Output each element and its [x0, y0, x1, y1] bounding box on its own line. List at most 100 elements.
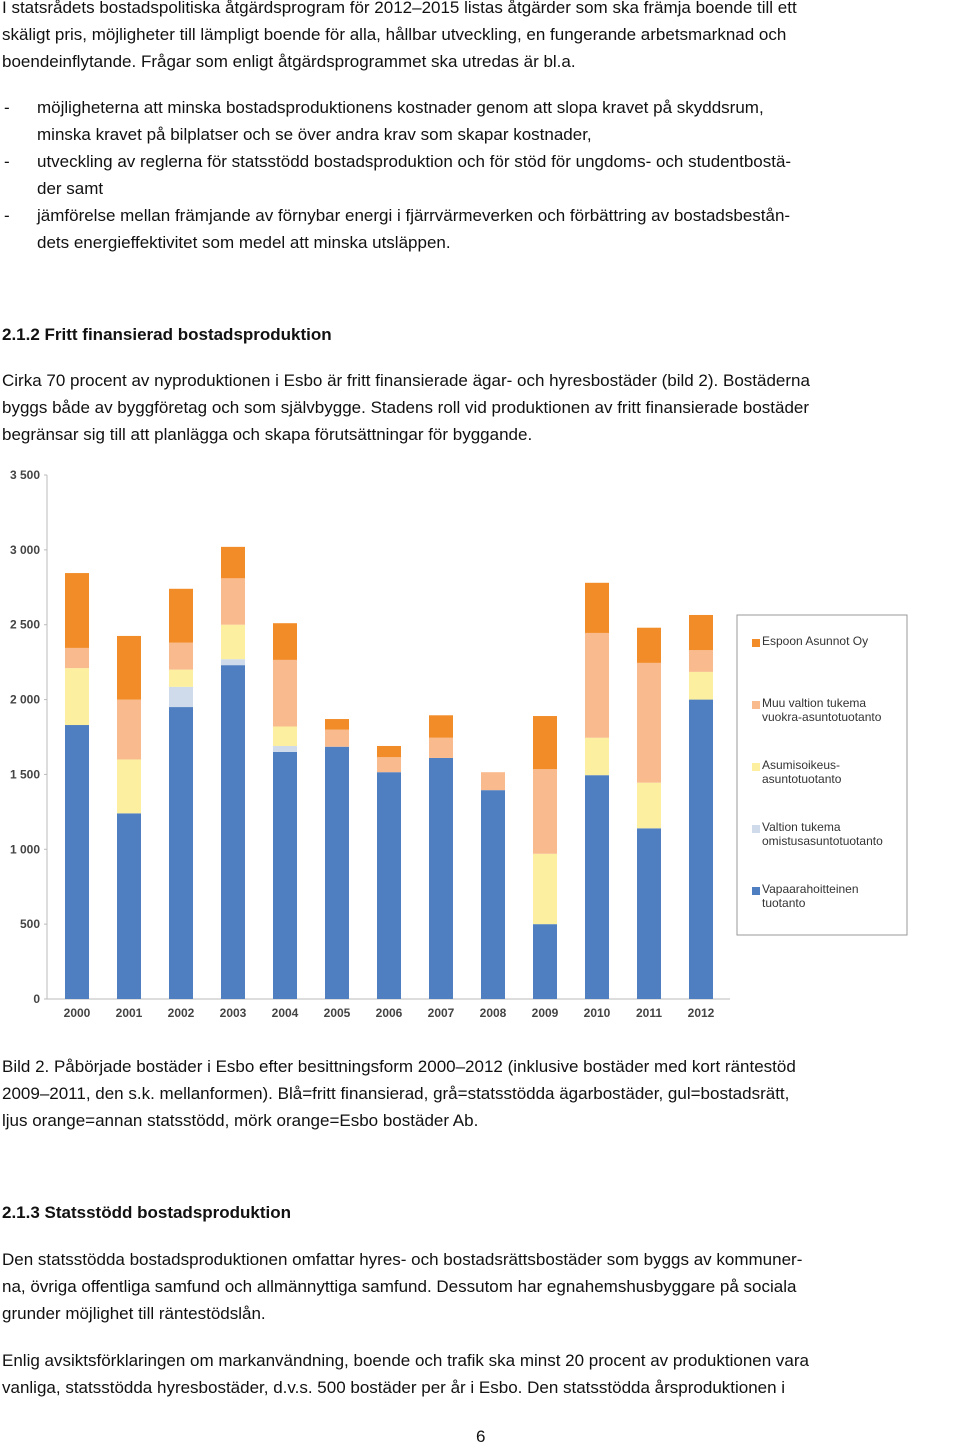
bullet-marker: -: [4, 98, 10, 117]
bar-segment: [65, 725, 89, 999]
bar-segment: [481, 772, 505, 791]
bar-segment: [533, 769, 557, 854]
bar-segment: [273, 751, 297, 999]
bar-segment: [585, 632, 609, 738]
bar-segment: [637, 828, 661, 999]
text-line: na, övriga offentliga samfund och allmän…: [2, 1277, 797, 1296]
x-tick-label: 2005: [324, 1006, 351, 1020]
legend-label-box: Espoon Asunnot Oy: [762, 634, 869, 648]
bar-segment: [169, 669, 193, 687]
bar-segment: [169, 686, 193, 708]
bar-segment: [273, 659, 297, 727]
bar-segment: [533, 716, 557, 770]
text-line: Enlig avsiktsförklaringen om markanvändn…: [2, 1351, 809, 1370]
text-line: boendeinflytande. Frågar som enligt åtgä…: [2, 52, 576, 71]
bar-segment: [585, 775, 609, 999]
bar-segment: [637, 782, 661, 829]
x-tick-label: 2009: [532, 1006, 559, 1020]
bar-segment: [481, 790, 505, 999]
bar-segment: [689, 671, 713, 700]
legend-label-box: Valtion tukema omistusasuntotuotanto: [762, 820, 883, 848]
bar-segment: [221, 624, 245, 660]
bar-segment: [377, 772, 401, 999]
x-tick-label: 2004: [272, 1006, 299, 1020]
bar-segment: [429, 757, 453, 999]
text-line: skäligt pris, möjligheter till lämpligt …: [2, 25, 787, 44]
y-tick-label: 3 000: [10, 543, 40, 557]
x-tick-label: 2002: [168, 1006, 195, 1020]
y-tick-label: 2 500: [10, 618, 40, 632]
bar-segment: [429, 715, 453, 738]
bar-segment: [221, 665, 245, 999]
chart: 0 500 1 000 1 500 2 000 2 500 3 000 3 500 2000 20…: [10, 468, 908, 1020]
legend-label: Vapaarahoitteinen tuotanto: [762, 882, 859, 910]
bar-segment: [169, 642, 193, 670]
bar-segment: [117, 813, 141, 999]
legend-box: [736, 614, 908, 936]
page-number: 6: [476, 1427, 486, 1446]
y-tick-label: 1 500: [10, 767, 40, 781]
bar-segment: [169, 707, 193, 999]
y-tick-label: 500: [20, 917, 40, 931]
legend-swatch: [752, 763, 760, 771]
bar-segment: [325, 719, 349, 730]
section-heading: 2.1.2 Fritt finansierad bostadsproduktio…: [2, 325, 332, 344]
text-line: vanliga, statsstödda hyresbostäder, d.v.…: [2, 1378, 786, 1397]
bar-segment: [325, 746, 349, 999]
legend-label-box: Muu valtion tukema vuokra-asuntotuotanto: [762, 696, 881, 724]
legend-swatch: [752, 701, 760, 709]
bar-segment: [325, 729, 349, 747]
bar-segment: [117, 699, 141, 760]
x-tick-label: 2012: [688, 1006, 715, 1020]
bar-segment: [221, 546, 245, 579]
legend-label-box: Vapaarahoitteinen tuotanto: [762, 882, 859, 910]
x-tick-label: 2010: [584, 1006, 611, 1020]
text-line: möjligheterna att minska bostadsprodukti…: [37, 98, 764, 117]
legend-label: Espoon Asunnot Oy: [762, 634, 869, 648]
y-tick-label: 2 000: [10, 693, 40, 707]
bar-segment: [273, 745, 297, 752]
bar-segment: [637, 662, 661, 783]
legend-swatch: [752, 639, 760, 647]
bar-segment: [169, 588, 193, 643]
text-line: minska kravet på bilplatser och se över …: [37, 125, 592, 144]
bar-segment: [637, 627, 661, 663]
bar-segment: [117, 635, 141, 700]
text-line: begränsar sig till att planlägga och ska…: [2, 425, 533, 444]
bar-segment: [429, 737, 453, 758]
bar-segment: [689, 614, 713, 651]
x-tick-label: 2000: [64, 1006, 91, 1020]
bar-segment: [585, 737, 609, 776]
legend-label-box: Asumisoikeus-asuntotuotanto: [762, 758, 842, 786]
bar-segment: [117, 759, 141, 814]
text-line: I statsrådets bostadspolitiska åtgärdspr…: [2, 0, 797, 17]
x-tick-label: 2011: [636, 1006, 662, 1020]
caption-line: 2009–2011, den s.k. mellanformen). Blå=f…: [2, 1084, 790, 1103]
bar-segment: [65, 573, 89, 648]
legend-swatch: [752, 825, 760, 833]
bar-segment: [689, 650, 713, 672]
x-tick-label: 2003: [220, 1006, 247, 1020]
bullet-marker: -: [4, 206, 10, 225]
bar-segment: [221, 659, 245, 666]
x-tick-label: 2001: [116, 1006, 143, 1020]
caption-line: ljus orange=annan statsstödd, mörk orang…: [2, 1111, 479, 1130]
text-line: der samt: [37, 179, 104, 198]
y-tick-label: 3 500: [10, 468, 40, 482]
bar-segment: [273, 623, 297, 660]
bar-segment: [65, 668, 89, 726]
x-tick-label: 2007: [428, 1006, 455, 1020]
bar-segment: [533, 924, 557, 999]
text-line: jämförelse mellan främjande av förnybar …: [37, 206, 791, 225]
bar-segment: [273, 726, 297, 746]
y-tick-label: 0: [33, 992, 40, 1006]
text-line: Cirka 70 procent av nyproduktionen i Esb…: [2, 371, 810, 390]
legend-label: Asumisoikeus-asuntotuotanto: [762, 758, 842, 786]
bullet-marker: -: [4, 152, 10, 171]
caption-line: Bild 2. Påbörjade bostäder i Esbo efter …: [2, 1057, 796, 1076]
bar-segment: [65, 647, 89, 669]
bar-segment: [585, 582, 609, 633]
x-tick-label: 2008: [480, 1006, 507, 1020]
legend-label: Valtion tukema omistusasuntotuotanto: [762, 820, 883, 848]
